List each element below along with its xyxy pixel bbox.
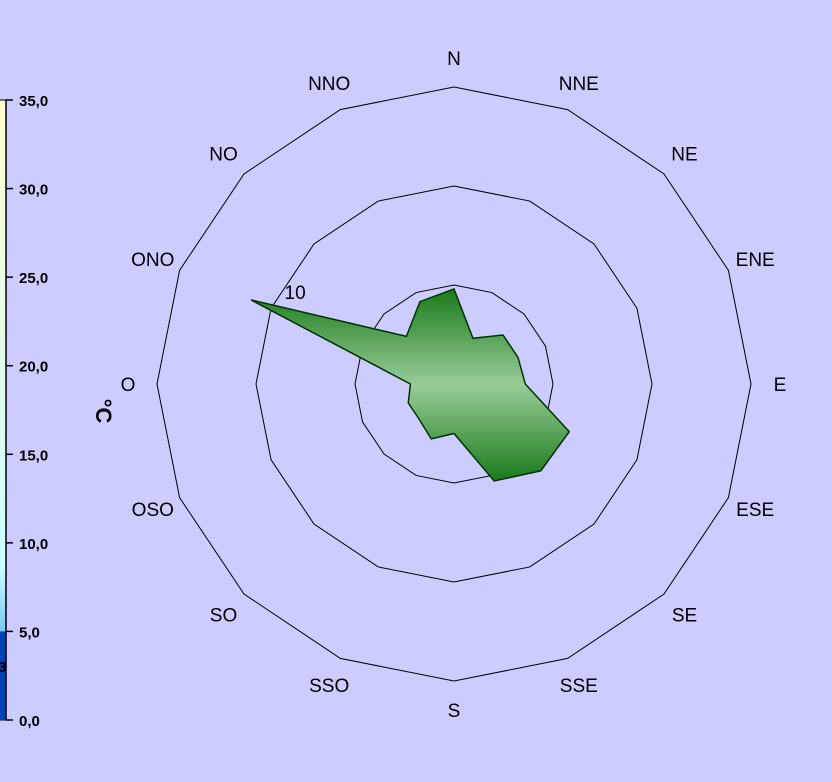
scale-tick-label: 25,0 bbox=[19, 270, 48, 287]
direction-label-so: SO bbox=[210, 606, 237, 627]
scale-tick-label: 10,0 bbox=[19, 536, 48, 553]
direction-label-nne: NNE bbox=[559, 74, 599, 95]
unit-label: °C bbox=[91, 399, 116, 424]
ring-10 bbox=[255, 185, 653, 583]
scale-fill-level bbox=[0, 631, 6, 720]
direction-label-ese: ESE bbox=[736, 500, 774, 521]
scale-tick-label: 35,0 bbox=[19, 93, 48, 110]
direction-label-se: SE bbox=[672, 606, 697, 627]
scale-ticks: 0,0 5,0 10,0 15,0 20,0 25,0 30,0 35,0 bbox=[6, 93, 48, 730]
scale-tick-label: 0,0 bbox=[19, 713, 40, 730]
scale-partial-value: 3 bbox=[0, 659, 6, 676]
direction-label-e: E bbox=[774, 375, 787, 396]
scale-bar bbox=[0, 99, 7, 721]
direction-labels: N NNE NE ENE E ESE SE SSE S SSO SO OSO O ONO NO NNO bbox=[121, 49, 787, 722]
direction-label-nno: NNO bbox=[308, 74, 350, 95]
direction-label-sso: SSO bbox=[309, 676, 349, 697]
ring-label-10: 10 bbox=[285, 283, 306, 304]
wind-rose-area bbox=[250, 287, 571, 482]
direction-label-sse: SSE bbox=[560, 676, 598, 697]
temperature-scale: 3 0,0 5,0 10,0 15,0 20,0 25,0 30,0 35,0 °C bbox=[0, 93, 116, 730]
direction-label-s: S bbox=[448, 701, 461, 722]
direction-label-ono: ONO bbox=[131, 250, 174, 271]
ring-15 bbox=[156, 86, 752, 682]
scale-tick-label: 30,0 bbox=[19, 182, 48, 199]
direction-label-n: N bbox=[447, 49, 461, 70]
scale-tick-label: 5,0 bbox=[19, 624, 40, 641]
scale-tick-label: 20,0 bbox=[19, 359, 48, 376]
direction-label-ne: NE bbox=[671, 145, 697, 166]
direction-label-no: NO bbox=[209, 145, 238, 166]
direction-label-oso: OSO bbox=[132, 500, 174, 521]
direction-label-o: O bbox=[121, 375, 136, 396]
scale-tick-label: 15,0 bbox=[19, 447, 48, 464]
direction-label-ene: ENE bbox=[736, 250, 775, 271]
